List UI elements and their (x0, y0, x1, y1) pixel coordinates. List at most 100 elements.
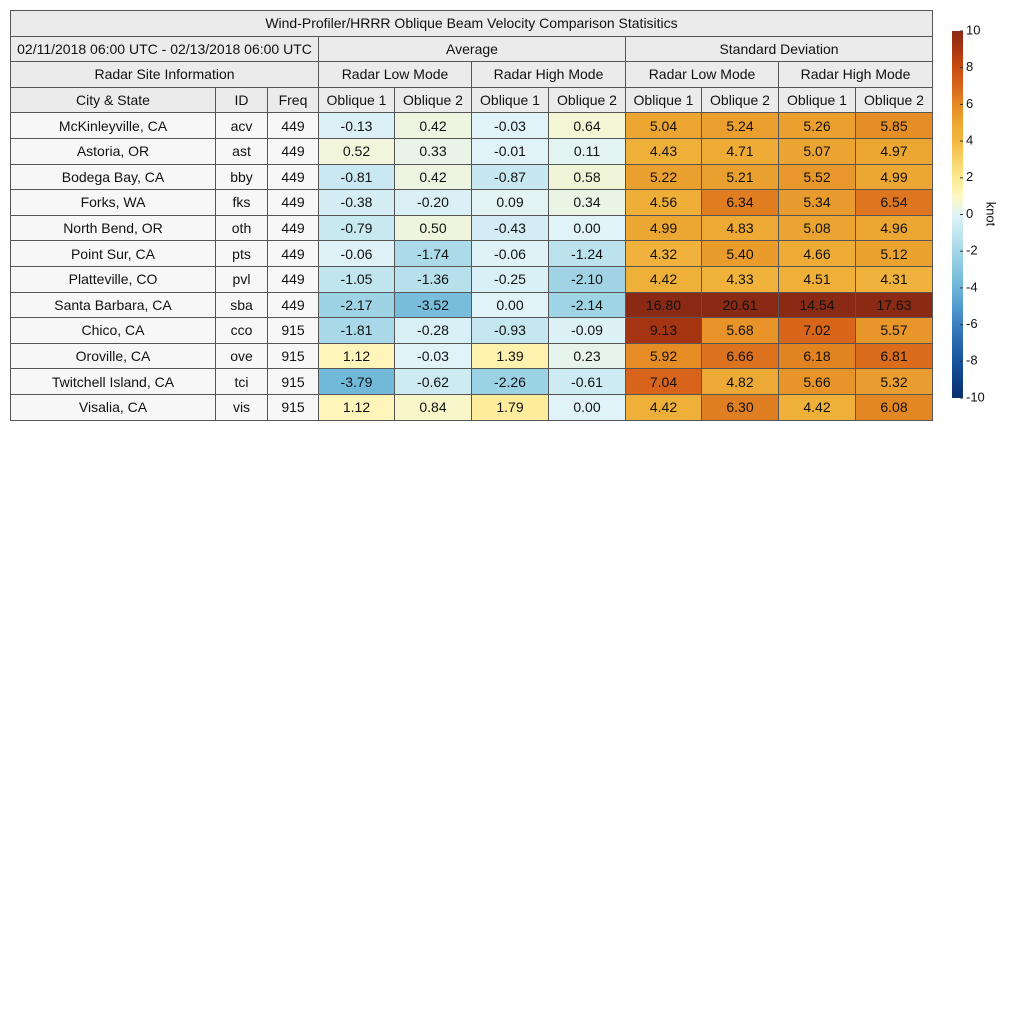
value-cell: 9.13 (625, 317, 702, 344)
site-name: Santa Barbara, CA (10, 291, 216, 319)
frequency: 449 (267, 240, 319, 267)
value-cell: 5.22 (625, 163, 702, 191)
value-cell: -0.06 (318, 240, 395, 267)
value-cell: -0.62 (394, 368, 472, 395)
value-cell: 5.68 (701, 317, 779, 344)
value-cell: -0.09 (548, 317, 626, 344)
value-cell: 5.92 (625, 342, 702, 370)
column-header: City & State (10, 86, 216, 114)
value-cell: 6.18 (778, 342, 856, 370)
frequency: 449 (267, 189, 319, 216)
colorbar-tick-label: 2 (966, 169, 973, 184)
value-cell: 7.04 (625, 368, 702, 395)
value-cell: 0.42 (394, 112, 472, 139)
value-cell: 5.57 (855, 317, 933, 344)
value-cell: 1.12 (318, 394, 395, 421)
site-name: Astoria, OR (10, 138, 216, 165)
value-cell: -2.17 (318, 291, 395, 319)
value-cell: -1.05 (318, 266, 395, 293)
value-cell: 0.09 (471, 189, 549, 216)
value-cell: 0.00 (548, 214, 626, 242)
site-info-header: Radar Site Information (10, 61, 319, 88)
value-cell: 4.43 (625, 138, 702, 165)
colorbar-tick-label: 8 (966, 59, 973, 74)
site-id: fks (215, 189, 268, 216)
value-cell: 5.04 (625, 112, 702, 139)
value-cell: -3.52 (394, 291, 472, 319)
value-cell: 4.51 (778, 266, 856, 293)
site-id: ast (215, 138, 268, 165)
value-cell: 0.00 (548, 394, 626, 421)
mode-header: Radar Low Mode (318, 61, 472, 88)
value-cell: 1.39 (471, 342, 549, 370)
value-cell: -1.81 (318, 317, 395, 344)
value-cell: 6.81 (855, 342, 933, 370)
value-cell: 5.40 (701, 240, 779, 267)
value-cell: 5.52 (778, 163, 856, 191)
value-cell: 1.79 (471, 394, 549, 421)
column-header: Oblique 2 (548, 86, 626, 114)
frequency: 449 (267, 266, 319, 293)
frequency: 915 (267, 368, 319, 395)
colorbar-tick-label: -10 (966, 389, 985, 404)
value-cell: -1.74 (394, 240, 472, 267)
value-cell: 17.63 (855, 291, 933, 319)
value-cell: -0.03 (394, 342, 472, 370)
value-cell: -0.13 (318, 112, 395, 139)
group-header: Standard Deviation (625, 35, 933, 63)
value-cell: 0.42 (394, 163, 472, 191)
mode-header: Radar Low Mode (625, 61, 779, 88)
value-cell: 0.64 (548, 112, 626, 139)
value-cell: 5.08 (778, 214, 856, 242)
value-cell: 0.84 (394, 394, 472, 421)
column-header: Oblique 2 (394, 86, 472, 114)
value-cell: 4.99 (855, 163, 933, 191)
value-cell: 4.83 (701, 214, 779, 242)
value-cell: -2.10 (548, 266, 626, 293)
site-id: sba (215, 291, 268, 319)
colorbar (952, 31, 963, 398)
value-cell: 4.31 (855, 266, 933, 293)
value-cell: 0.23 (548, 342, 626, 370)
value-cell: -0.61 (548, 368, 626, 395)
colorbar-tick-label: -6 (966, 316, 978, 331)
group-header: Average (318, 35, 626, 63)
site-name: Visalia, CA (10, 394, 216, 421)
frequency: 915 (267, 317, 319, 344)
value-cell: 4.71 (701, 138, 779, 165)
site-id: pvl (215, 266, 268, 293)
value-cell: 6.30 (701, 394, 779, 421)
value-cell: 20.61 (701, 291, 779, 319)
value-cell: -1.24 (548, 240, 626, 267)
value-cell: 4.96 (855, 214, 933, 242)
value-cell: -0.03 (471, 112, 549, 139)
value-cell: 14.54 (778, 291, 856, 319)
value-cell: 4.42 (625, 394, 702, 421)
table-title: Wind-Profiler/HRRR Oblique Beam Velocity… (10, 10, 933, 37)
colorbar-tick-label: -8 (966, 353, 978, 368)
period: 02/11/2018 06:00 UTC - 02/13/2018 06:00 … (10, 35, 319, 63)
column-header: Oblique 2 (701, 86, 779, 114)
value-cell: 0.00 (471, 291, 549, 319)
value-cell: 4.32 (625, 240, 702, 267)
site-id: tci (215, 368, 268, 395)
value-cell: -0.01 (471, 138, 549, 165)
value-cell: 4.42 (778, 394, 856, 421)
value-cell: 4.33 (701, 266, 779, 293)
frequency: 449 (267, 112, 319, 139)
column-header: Oblique 1 (625, 86, 702, 114)
value-cell: 0.33 (394, 138, 472, 165)
value-cell: 5.26 (778, 112, 856, 139)
value-cell: -0.43 (471, 214, 549, 242)
column-header: ID (215, 86, 268, 114)
colorbar-tick-label: 6 (966, 96, 973, 111)
value-cell: -3.79 (318, 368, 395, 395)
site-id: vis (215, 394, 268, 421)
value-cell: -2.14 (548, 291, 626, 319)
site-name: Bodega Bay, CA (10, 163, 216, 191)
site-name: North Bend, OR (10, 214, 216, 242)
mode-header: Radar High Mode (471, 61, 626, 88)
value-cell: 4.82 (701, 368, 779, 395)
value-cell: -0.20 (394, 189, 472, 216)
value-cell: 1.12 (318, 342, 395, 370)
